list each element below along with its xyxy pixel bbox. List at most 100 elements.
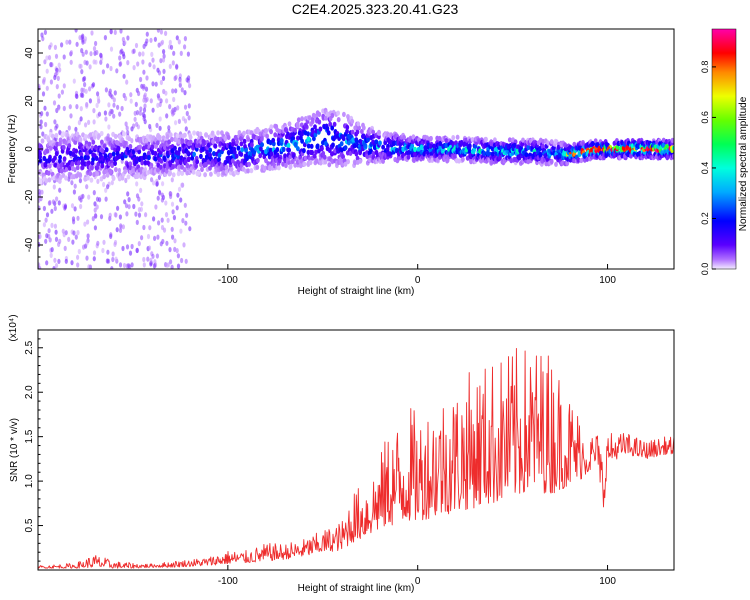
spectrogram-cell xyxy=(281,146,286,152)
spectrogram-noise-cell xyxy=(151,253,155,259)
spectrogram-cell xyxy=(397,155,402,161)
spectrogram-noise-cell xyxy=(145,96,149,102)
spectrogram-noise-cell xyxy=(53,119,57,125)
spectrogram-noise-cell xyxy=(155,122,159,128)
spectrogram-cell xyxy=(43,162,48,168)
spectrogram-cell xyxy=(74,173,79,179)
spectrogram-cell xyxy=(86,175,90,181)
spectrogram-cell xyxy=(236,166,241,173)
spectrogram-noise-cell xyxy=(172,50,176,56)
spectrogram-cell xyxy=(70,161,75,167)
spectrogram-cell xyxy=(381,158,385,164)
spectrogram-cell xyxy=(327,162,332,168)
spectrogram-cell xyxy=(445,158,449,164)
spectrogram-noise-cell xyxy=(145,31,149,37)
spectrogram-cell xyxy=(356,121,361,127)
spectrogram-cell xyxy=(89,177,94,183)
spectrogram-noise-cell xyxy=(149,257,153,263)
spectrogram-noise-cell xyxy=(162,68,166,74)
spectrogram-noise-cell xyxy=(142,256,146,263)
spectrogram-noise-cell xyxy=(173,246,177,252)
spectrogram-noise-cell xyxy=(147,245,152,251)
spectrogram-noise-cell xyxy=(156,102,160,108)
spectrogram-noise-cell xyxy=(119,223,123,229)
spectrogram-cell xyxy=(47,156,52,162)
spectrogram-noise-cell xyxy=(124,121,128,127)
spectrogram-cell xyxy=(246,136,251,142)
spectrogram-noise-cell xyxy=(181,218,185,224)
spectrogram-cell xyxy=(232,146,237,152)
spectrogram-noise-cell xyxy=(148,62,152,68)
spectrogram-noise-cell xyxy=(170,201,175,207)
spectrogram-cell xyxy=(339,141,344,147)
spectrogram-noise-cell xyxy=(149,98,153,104)
spectrogram-cell xyxy=(310,149,314,156)
spectrogram-noise-cell xyxy=(81,76,86,83)
spectrogram-cell xyxy=(58,141,62,147)
spectrogram-cell xyxy=(126,174,131,180)
spectrogram-noise-cell xyxy=(96,95,100,101)
spectrogram-cell xyxy=(58,154,62,160)
spectrogram-noise-cell xyxy=(161,57,166,63)
spectrogram-noise-cell xyxy=(53,257,57,263)
spectrogram-cell xyxy=(146,150,151,156)
spectrogram-cell xyxy=(432,143,437,149)
spectrogram-cell xyxy=(291,158,295,164)
spectrogram-cell xyxy=(498,155,502,161)
spectrogram-noise-cell xyxy=(162,227,167,233)
spectrogram-noise-cell xyxy=(152,216,156,222)
spectrogram-noise-cell xyxy=(39,124,43,130)
spectrogram-noise-cell xyxy=(171,60,175,66)
spectrogram-cell xyxy=(377,129,381,135)
spectrogram-noise-cell xyxy=(137,241,141,247)
spectrogram-ytick-label: 40 xyxy=(24,47,35,59)
spectrogram-cell xyxy=(629,153,633,159)
spectrogram-cell xyxy=(223,136,228,142)
spectrogram-noise-cell xyxy=(69,113,73,119)
spectrogram-noise-cell xyxy=(161,238,165,245)
spectrogram-noise-cell xyxy=(88,98,92,104)
spectrogram-noise-cell xyxy=(168,104,172,110)
spectrogram-noise-cell xyxy=(75,104,79,110)
spectrogram-cell xyxy=(103,153,108,159)
spectrogram-noise-cell xyxy=(132,48,136,54)
spectrogram-cell xyxy=(213,143,218,149)
spectrogram-cell xyxy=(165,134,170,140)
spectrogram-cell xyxy=(252,149,257,155)
spectrogram-cell xyxy=(538,151,543,158)
spectrogram-cell xyxy=(75,165,80,171)
spectrogram-noise-cell xyxy=(142,262,146,268)
spectrogram-cell xyxy=(347,140,351,146)
spectrogram-cell xyxy=(142,154,147,160)
spectrogram-cell xyxy=(192,130,197,136)
spectrogram-cell xyxy=(345,128,349,134)
spectrogram-cell xyxy=(83,134,88,140)
spectrogram-noise-cell xyxy=(109,108,113,114)
spectrogram-cell xyxy=(38,151,42,157)
spectrogram-noise-cell xyxy=(169,193,173,200)
spectrogram-noise-cell xyxy=(50,62,54,68)
spectrogram-noise-cell xyxy=(68,104,72,110)
spectrogram-cell xyxy=(187,156,191,162)
spectrogram-noise-cell xyxy=(74,29,78,33)
spectrogram-cell xyxy=(341,154,345,160)
spectrogram-cell xyxy=(208,152,213,158)
spectrogram-noise-cell xyxy=(38,192,41,198)
spectrogram-cell xyxy=(242,130,246,136)
spectrogram-cell xyxy=(242,138,247,144)
spectrogram-noise-cell xyxy=(135,247,139,254)
spectrogram-noise-cell xyxy=(165,240,169,246)
spectrogram-noise-cell xyxy=(173,75,177,82)
spectrogram-noise-cell xyxy=(154,204,158,210)
spectrogram-cell xyxy=(61,172,66,178)
spectrogram-cell xyxy=(438,140,443,147)
spectrogram-noise-cell xyxy=(159,98,163,104)
spectrogram-cell xyxy=(137,149,142,155)
spectrogram-noise-cell xyxy=(39,119,43,125)
spectrogram-cell xyxy=(325,111,330,117)
spectrogram-noise-cell xyxy=(82,87,86,93)
spectrogram-noise-cell xyxy=(96,91,100,97)
spectrogram-cell xyxy=(437,135,442,142)
spectrogram-noise-cell xyxy=(106,249,110,255)
spectrogram-noise-cell xyxy=(170,177,174,183)
